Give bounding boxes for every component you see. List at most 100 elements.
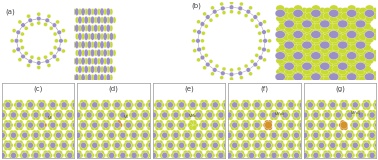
Circle shape <box>35 150 40 155</box>
Circle shape <box>276 47 285 54</box>
Circle shape <box>150 150 154 155</box>
Circle shape <box>4 105 9 110</box>
Circle shape <box>268 105 272 110</box>
Circle shape <box>372 13 378 19</box>
Circle shape <box>229 72 234 77</box>
Circle shape <box>296 110 301 115</box>
Circle shape <box>245 105 250 110</box>
Circle shape <box>91 125 96 130</box>
Circle shape <box>275 9 285 17</box>
Circle shape <box>106 153 111 158</box>
Circle shape <box>36 143 41 148</box>
Circle shape <box>330 68 338 75</box>
Circle shape <box>85 58 88 64</box>
Circle shape <box>225 135 230 140</box>
Circle shape <box>72 58 76 64</box>
Circle shape <box>38 145 43 150</box>
Circle shape <box>129 102 134 107</box>
Circle shape <box>169 100 174 105</box>
Circle shape <box>103 9 107 15</box>
Circle shape <box>165 112 170 117</box>
Text: (d): (d) <box>108 85 118 92</box>
Circle shape <box>12 115 17 120</box>
Circle shape <box>259 115 264 120</box>
Circle shape <box>322 143 327 148</box>
Circle shape <box>106 24 110 32</box>
Circle shape <box>318 100 322 105</box>
Circle shape <box>137 102 143 108</box>
Circle shape <box>154 112 159 117</box>
Circle shape <box>92 122 98 128</box>
Circle shape <box>49 120 54 125</box>
Circle shape <box>161 135 166 140</box>
Circle shape <box>112 153 117 158</box>
Circle shape <box>318 8 327 14</box>
Circle shape <box>98 42 101 48</box>
Circle shape <box>302 152 308 158</box>
Circle shape <box>243 102 249 108</box>
Circle shape <box>375 142 378 148</box>
Circle shape <box>346 156 350 160</box>
Circle shape <box>26 14 31 18</box>
Circle shape <box>327 18 336 25</box>
Circle shape <box>323 130 328 135</box>
Circle shape <box>356 58 365 64</box>
Circle shape <box>282 110 286 115</box>
Circle shape <box>192 100 197 105</box>
Circle shape <box>75 112 81 118</box>
Circle shape <box>162 132 167 138</box>
Circle shape <box>107 33 110 40</box>
Circle shape <box>84 133 88 138</box>
Circle shape <box>111 130 115 135</box>
Circle shape <box>276 125 280 130</box>
Circle shape <box>99 115 104 120</box>
Circle shape <box>321 37 329 43</box>
Circle shape <box>75 17 79 23</box>
Circle shape <box>38 120 43 125</box>
Circle shape <box>66 150 71 155</box>
Circle shape <box>37 65 41 69</box>
Circle shape <box>9 130 14 135</box>
Circle shape <box>79 75 82 81</box>
Circle shape <box>113 140 118 145</box>
Circle shape <box>37 133 41 138</box>
Circle shape <box>269 133 274 138</box>
Circle shape <box>284 110 289 115</box>
Circle shape <box>195 150 199 155</box>
Circle shape <box>256 145 261 150</box>
Circle shape <box>39 142 45 148</box>
Circle shape <box>75 57 79 65</box>
Circle shape <box>130 130 135 135</box>
Circle shape <box>95 102 100 107</box>
Circle shape <box>193 49 197 52</box>
Circle shape <box>347 68 356 75</box>
Circle shape <box>164 156 169 160</box>
Circle shape <box>223 100 228 105</box>
Circle shape <box>0 115 3 120</box>
Circle shape <box>237 67 241 71</box>
Circle shape <box>309 120 314 125</box>
Circle shape <box>141 115 146 120</box>
Circle shape <box>120 152 126 158</box>
Circle shape <box>367 153 372 158</box>
Circle shape <box>262 47 266 52</box>
Circle shape <box>220 150 225 155</box>
Circle shape <box>55 150 59 155</box>
Circle shape <box>236 156 241 160</box>
Circle shape <box>103 49 107 57</box>
Circle shape <box>140 143 145 148</box>
Circle shape <box>291 123 296 128</box>
Circle shape <box>341 8 350 14</box>
Circle shape <box>232 122 237 128</box>
Circle shape <box>97 16 101 24</box>
Circle shape <box>265 125 270 130</box>
Circle shape <box>175 130 180 135</box>
Circle shape <box>103 16 107 24</box>
Circle shape <box>212 102 218 108</box>
Circle shape <box>186 135 191 140</box>
Circle shape <box>147 145 152 150</box>
Circle shape <box>226 132 232 138</box>
Circle shape <box>369 112 375 118</box>
Circle shape <box>288 142 294 148</box>
Circle shape <box>1 150 6 155</box>
